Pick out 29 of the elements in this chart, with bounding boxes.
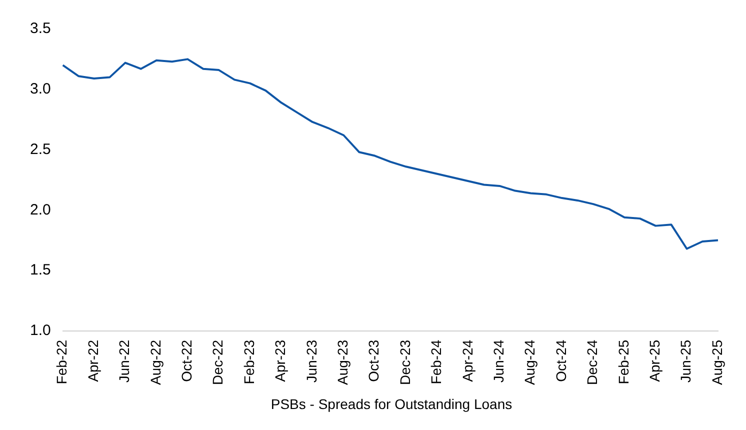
y-tick-label: 2.0 [30,201,51,218]
x-tick-label: Oct-23 [366,340,382,382]
y-tick-label: 1.0 [30,322,51,339]
y-tick-label: 3.0 [30,80,51,98]
x-tick-label: Aug-23 [334,340,350,386]
x-tick-label: Jun-23 [303,340,320,383]
y-tick-label: 2.5 [30,140,51,158]
x-tick-label: Dec-22 [210,340,226,385]
x-tick-label: Apr-22 [84,340,101,382]
y-tick-label: 3.5 [30,20,51,38]
y-tick-label: 1.5 [30,262,51,279]
x-tick-label: Feb-22 [54,340,70,384]
x-tick-label: Feb-23 [240,340,257,384]
x-tick-label: Apr-24 [459,340,476,382]
x-tick-label: Apr-25 [646,340,662,382]
x-tick-label: Dec-24 [584,340,600,385]
x-tick-label: Aug-22 [147,340,164,386]
text: PSBs - Spreads for Outstanding Loans [270,396,512,412]
x-tick-label: Aug-25 [708,340,725,386]
x-tick-label: Oct-24 [552,340,569,382]
x-tick-label: Jun-24 [490,340,506,383]
x-tick-label: Oct-22 [178,340,194,382]
x-tick-label: Dec-23 [396,340,413,385]
x-tick-label: Jun-25 [678,340,694,383]
x-tick-label: Feb-25 [615,340,632,384]
x-tick-label: Aug-24 [522,340,538,386]
x-tick-label: Jun-22 [116,340,132,383]
x-tick-label: Feb-24 [428,340,444,384]
x-tick-label: Apr-23 [272,340,288,382]
